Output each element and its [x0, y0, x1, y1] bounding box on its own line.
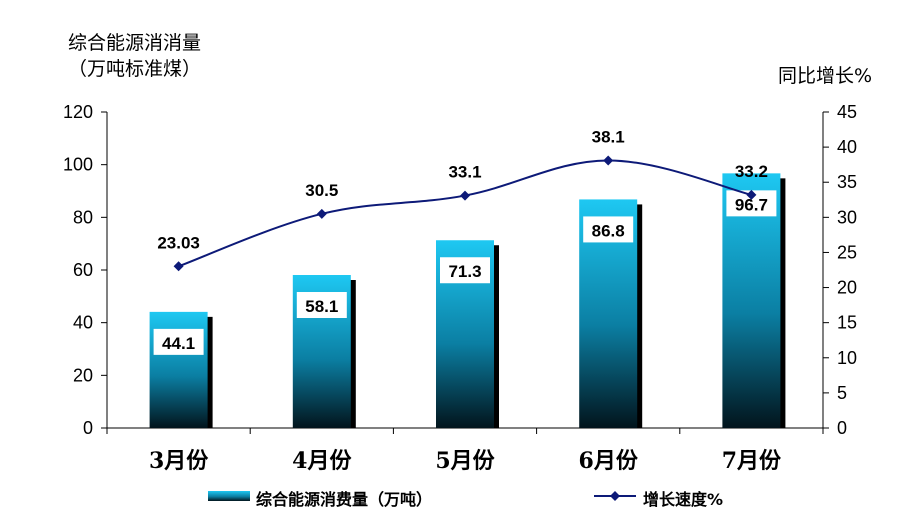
bar-data-label: 44.1 — [162, 334, 195, 353]
bar-label-box — [440, 257, 490, 284]
line-data-label: 23.03 — [157, 233, 200, 252]
left-y-tick-label: 40 — [73, 313, 93, 333]
left-axis-title: 综合能源消消量 （万吨标准煤） — [68, 30, 201, 82]
x-tick-label: 3月份 — [149, 448, 209, 474]
legend-line-marker — [610, 491, 620, 501]
right-y-tick-label: 25 — [837, 242, 857, 262]
right-y-tick-label: 20 — [837, 278, 857, 298]
left-y-tick-label: 120 — [63, 102, 93, 122]
right-y-tick-label: 5 — [837, 383, 847, 403]
left-y-tick-label: 0 — [83, 418, 93, 438]
left-y-tick-label: 20 — [73, 365, 93, 385]
left-y-tick-label: 60 — [73, 260, 93, 280]
line-point — [746, 189, 757, 200]
line-data-label: 33.1 — [448, 163, 481, 182]
bar-data-label: 96.7 — [735, 195, 768, 214]
legend-line-label: 增长速度% — [643, 490, 724, 509]
line-point — [460, 190, 470, 201]
line-point — [603, 155, 614, 166]
left-y-tick-label: 100 — [63, 155, 93, 175]
line-data-label: 33.2 — [735, 162, 768, 181]
line-point — [173, 261, 184, 272]
bar-label-box — [296, 292, 347, 319]
x-tick-label: 7月份 — [722, 448, 782, 474]
left-y-tick-label: 80 — [73, 207, 93, 227]
left-axis-title-line1: 综合能源消消量 — [68, 32, 202, 54]
bar-data-label: 71.3 — [448, 262, 481, 281]
bar-data-label: 86.8 — [592, 221, 625, 240]
right-y-tick-label: 10 — [837, 348, 857, 368]
line-point — [316, 208, 327, 219]
left-axis-title-line2: （万吨标准煤） — [68, 58, 202, 80]
right-y-tick-label: 15 — [837, 313, 857, 333]
right-y-tick-label: 30 — [837, 207, 857, 227]
right-y-tick-label: 35 — [837, 172, 857, 192]
legend-bar-swatch — [208, 491, 250, 501]
x-tick-label: 4月份 — [292, 448, 352, 474]
line-data-label: 30.5 — [305, 181, 338, 200]
x-tick-label: 5月份 — [435, 448, 495, 474]
right-y-tick-label: 0 — [837, 418, 847, 438]
right-axis-title: 同比增长% — [778, 65, 873, 87]
legend-bar-label: 综合能源消费量（万吨） — [256, 490, 433, 509]
right-y-tick-label: 40 — [837, 137, 857, 157]
bar-label-box — [583, 216, 634, 243]
bar-label-box — [153, 328, 204, 355]
right-y-tick-label: 45 — [837, 102, 857, 122]
bar-data-label: 58.1 — [305, 297, 338, 316]
line-data-label: 38.1 — [592, 127, 625, 146]
x-tick-label: 6月份 — [579, 448, 639, 474]
